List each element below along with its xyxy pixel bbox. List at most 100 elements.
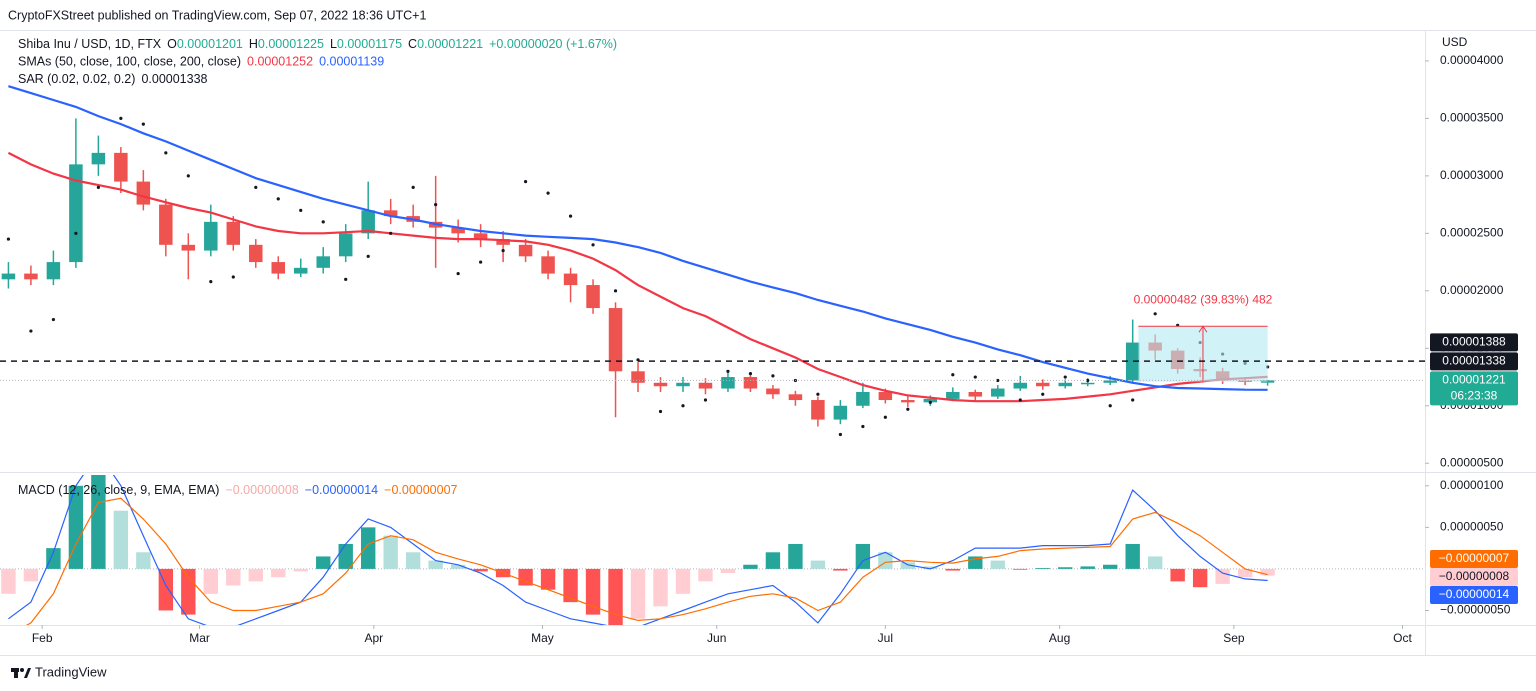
sar-dot [254,185,258,189]
legend-item: Shiba Inu / USD, 1D, FTX [18,37,162,51]
candle-body [249,244,263,263]
macd-histogram-bar [855,543,871,569]
candle-body [69,164,83,263]
candle-body [968,391,983,397]
y-tick-label: −0.00000050 [1440,603,1511,617]
macd-histogram-bar [113,510,129,569]
legend-item: MACD (12, 26, close, 9, EMA, EMA) [18,483,219,497]
sar-dot [276,197,280,201]
macd-histogram-bar [1170,568,1185,582]
legend-item: 0.00001139 [319,55,384,69]
sar-dot [74,231,78,235]
candle-body [653,382,668,387]
candle-body [743,377,758,389]
macd-histogram-bar [68,485,84,569]
legend-row: SAR (0.02, 0.02, 0.2) 0.00001338 [18,72,208,86]
sar-dot [1086,378,1090,383]
candle-body [878,391,893,401]
price-badge [1430,567,1518,586]
price-badge-label: −0.00000014 [1439,587,1510,601]
indicator-line [8,475,1268,625]
candle-body [46,262,61,280]
sar-dot [344,277,348,281]
macd-histogram-bar [563,568,578,603]
x-tick-label: Sep [1223,631,1245,645]
sar-dot [523,180,528,184]
pane [1,85,1275,437]
macd-histogram-bar [1215,568,1230,584]
macd-histogram-bar [945,568,961,571]
y-tick-label: 0.00003000 [1440,168,1504,182]
macd-histogram-bar [158,568,174,611]
y-tick-label: 0.00002000 [1440,283,1504,297]
macd-histogram-bar [1192,568,1208,588]
macd-histogram-bar [810,560,826,569]
sar-dot [164,151,168,155]
sar-dot [411,185,415,189]
candle-body [383,210,398,217]
sar-dot [883,415,887,419]
sar-dot [389,231,393,235]
legend-item: O [167,37,177,51]
indicator-line [7,151,1268,403]
x-tick-label: Jul [878,631,893,645]
candle-body [766,388,780,395]
legend-item: H [249,37,258,51]
candle-body [1125,342,1140,381]
macd-histogram-bar [990,560,1005,569]
candle-body [788,394,803,401]
candle-body [991,388,1005,397]
y-tick-label: 0.00000500 [1440,455,1504,469]
sar-dot [816,392,820,396]
macd-histogram-bar [23,568,39,582]
y-tick-label: 0.00000050 [1440,520,1504,534]
macd-histogram-bar [630,568,646,619]
candle-body [833,405,848,420]
candle-body [24,273,38,280]
countdown: 06:23:38 [1451,389,1498,403]
price-badge-label: −0.00000007 [1439,551,1510,565]
legend-row: MACD (12, 26, close, 9, EMA, EMA) −0.0000… [18,483,458,497]
y-tick-label: 0.00002500 [1440,226,1504,240]
sar-dot [658,409,663,414]
sar-dot [951,373,955,377]
sar-dot [748,371,753,376]
sar-dot [186,174,190,178]
price-badge [1430,585,1518,604]
sar-dot [209,280,213,284]
price-badge-label: 0.00001338 [1442,354,1506,368]
macd-histogram-bar [226,568,241,586]
legend-row: SMAs (50, close, 100, close, 200, close)… [18,55,384,69]
macd-histogram-bar [136,552,151,569]
macd-histogram-bar [788,543,803,569]
price-badge [1430,352,1518,371]
candle-body [1,273,16,280]
legend-item: 0.00001252 [247,55,313,69]
macd-histogram-bar [203,568,218,594]
sar-dot [973,375,977,379]
candle-body [586,285,600,309]
macd-histogram-bar [1260,568,1275,576]
logo-part [14,668,18,678]
macd-histogram-bar [338,543,353,569]
sar-dot [1041,392,1045,396]
sar-dot [1153,312,1157,316]
macd-histogram-bar [473,568,488,572]
logo-part [24,668,31,678]
sar-dot [613,289,618,293]
candle-body [541,256,555,274]
macd-histogram-bar [540,568,556,590]
price-badge-label: −0.00000008 [1439,569,1510,583]
sar-dot [568,214,573,218]
macd-histogram-bar [428,560,443,569]
sar-dot [928,400,932,404]
x-tick-label: Jun [707,631,726,645]
x-tick-label: Oct [1393,631,1412,645]
macd-histogram-bar [1035,568,1050,569]
brand: TradingView [35,664,107,679]
legend-item: +0.00000020 (+1.67%) [489,37,617,51]
sar-dot [546,191,550,195]
sar-dot [906,407,910,411]
candle-body [496,239,510,245]
macd-histogram-bar [271,568,286,578]
